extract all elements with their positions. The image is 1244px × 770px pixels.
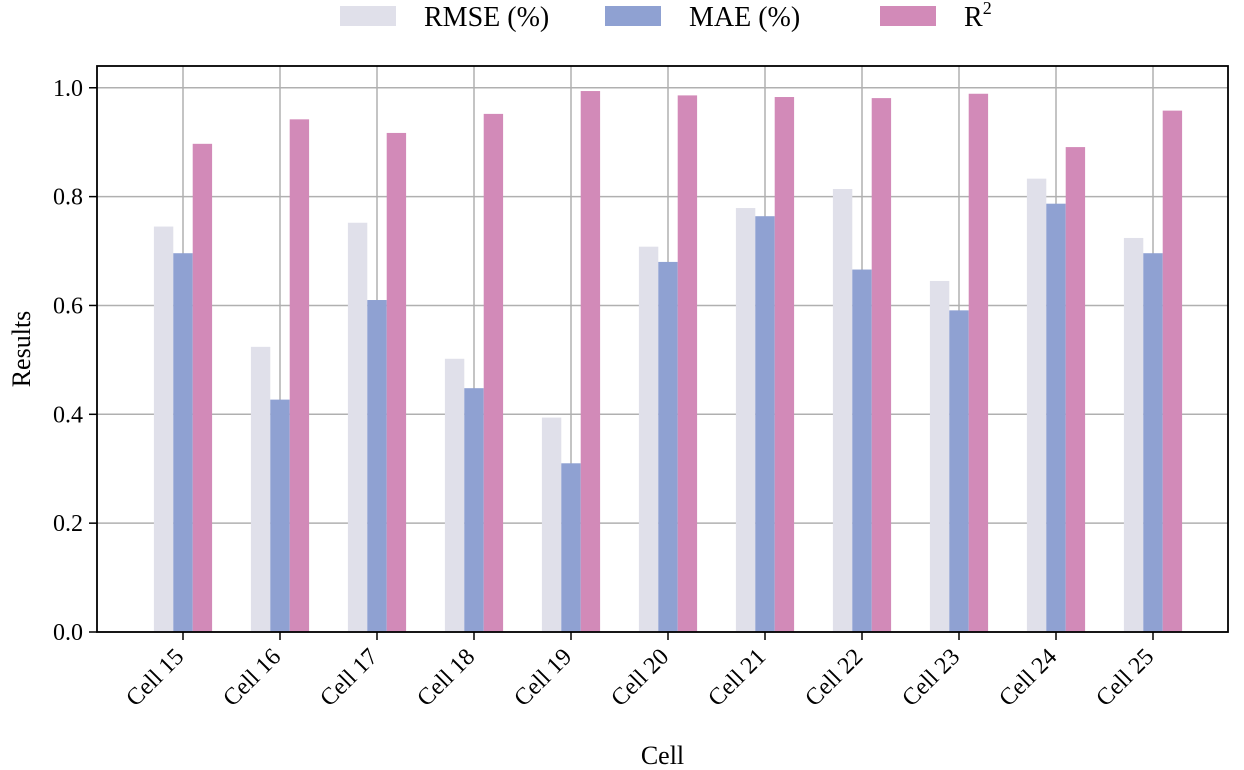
plot-frame [96,65,1229,633]
bar-rmse-4 [541,417,562,632]
bar-rmse-9 [1026,178,1047,632]
bar-rmse-3 [444,358,465,632]
bar-r-5 [677,95,698,633]
x-tick-label: Cell 19 [509,644,577,712]
bar-mae-4 [561,463,581,632]
x-tick-label: Cell 15 [121,644,189,712]
bar-r-4 [580,91,601,633]
bars [153,91,1183,633]
bar-r-6 [774,97,795,632]
bar-rmse-6 [735,208,756,632]
bar-rmse-2 [347,222,368,632]
x-tick-label: Cell 18 [412,644,480,712]
x-axis-ticks: Cell 15 Cell 16 Cell 17 Cell 18 Cell 19 Cell … [121,632,1159,712]
y-tick-label: 0.6 [53,293,83,319]
bar-r-7 [871,98,892,632]
legend: RMSE (%) MAE (%) R2 [340,0,992,33]
bar-r-9 [1065,147,1086,632]
y-axis-ticks: 0.0 0.2 0.4 0.6 0.8 1.0 [53,76,97,646]
bar-r-2 [386,132,407,633]
x-tick-label: Cell 16 [218,644,286,712]
x-tick-label: Cell 23 [897,644,965,712]
bar-rmse-0 [153,226,174,632]
bar-mae-6 [755,216,775,632]
y-tick-label: 0.4 [53,402,83,428]
y-tick-label: 1.0 [53,76,83,102]
bar-mae-5 [658,261,678,632]
bar-rmse-10 [1123,237,1144,632]
y-axis-label: Results [7,311,36,388]
bar-r-3 [483,113,504,632]
bar-rmse-1 [250,346,271,632]
x-tick-label: Cell 25 [1091,644,1159,712]
bar-mae-3 [464,388,484,632]
bar-r-0 [192,143,213,632]
bar-mae-8 [949,310,969,632]
x-tick-label: Cell 21 [703,644,771,712]
bar-mae-9 [1046,203,1066,633]
y-tick-label: 0.8 [53,185,83,211]
bar-rmse-5 [638,246,659,632]
bar-rmse-8 [929,280,950,632]
legend-swatch [880,6,936,26]
legend-label: MAE (%) [689,2,800,33]
bar-mae-2 [367,300,387,632]
y-tick-label: 0.0 [53,620,83,646]
bar-r-10 [1162,110,1183,632]
legend-label: R2 [964,0,992,33]
x-tick-label: Cell 20 [606,644,674,712]
bar-rmse-7 [832,188,853,632]
x-axis-label: Cell [641,741,684,770]
x-tick-label: Cell 22 [800,644,868,712]
bar-mae-7 [852,269,872,632]
bar-mae-10 [1143,253,1163,632]
y-tick-label: 0.2 [53,511,83,537]
legend-swatch [605,6,661,26]
x-tick-label: Cell 17 [315,644,383,712]
legend-swatch [340,6,396,26]
bar-mae-0 [173,253,193,632]
bar-r-8 [968,93,989,633]
legend-label: RMSE (%) [424,2,549,33]
bar-r-1 [289,119,310,633]
x-tick-label: Cell 24 [994,644,1062,712]
bar-mae-1 [270,399,290,632]
